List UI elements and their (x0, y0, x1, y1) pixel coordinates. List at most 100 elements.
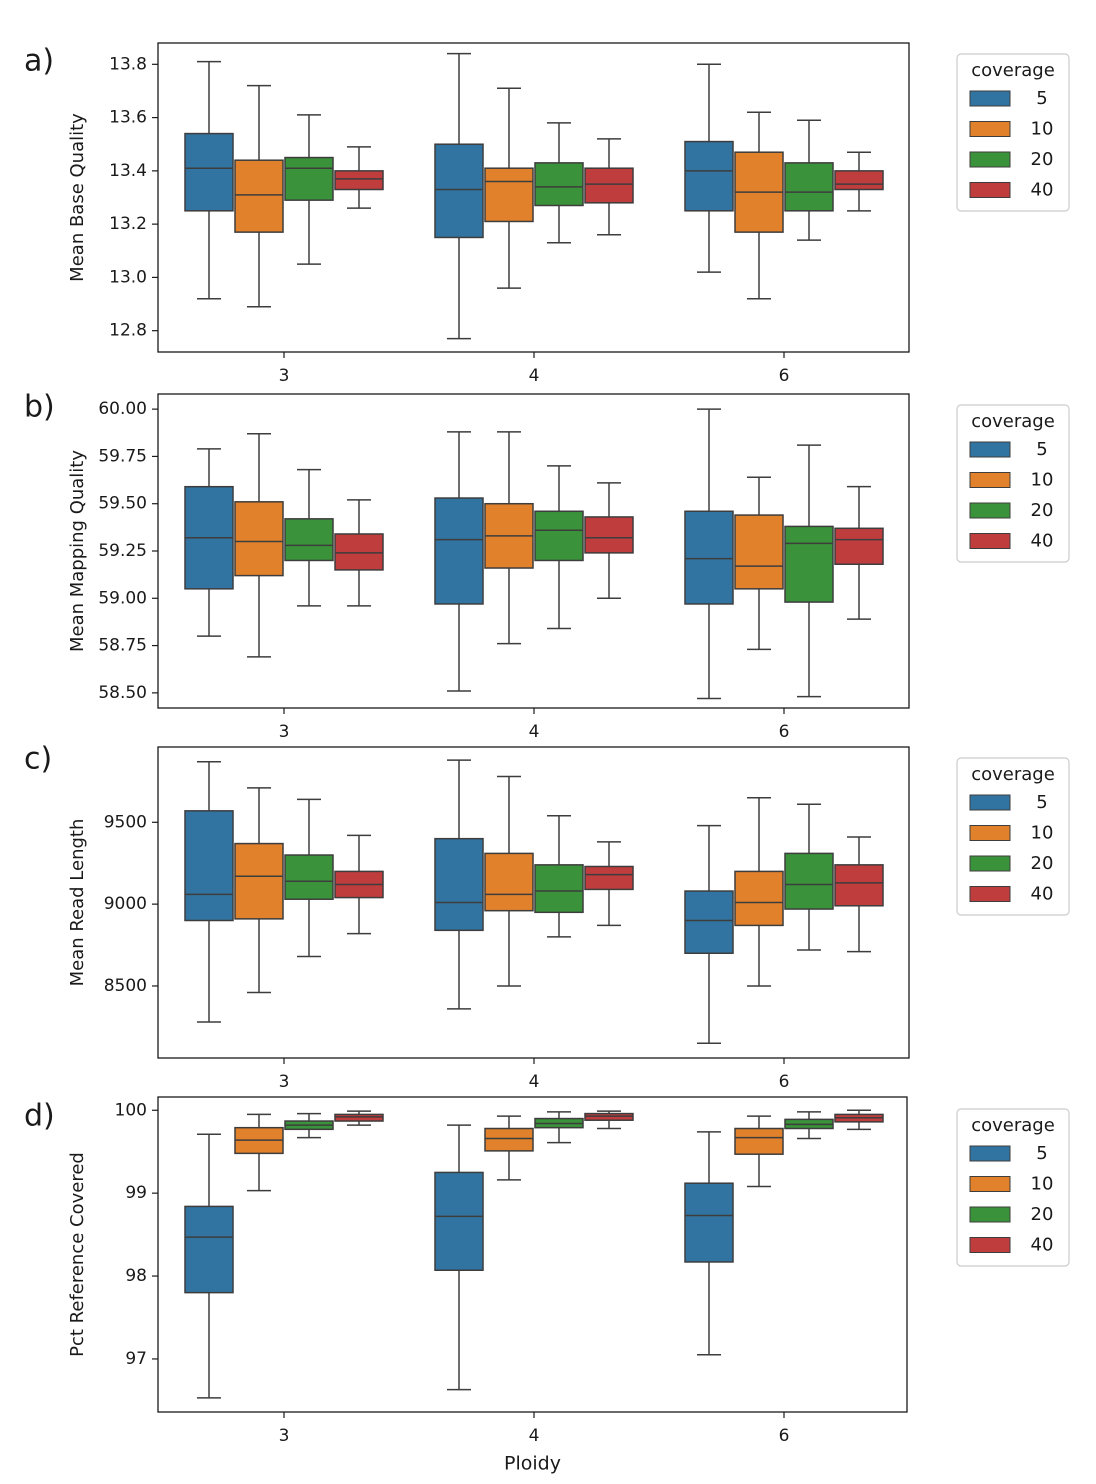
legend-swatch (969, 502, 1011, 519)
x-tick-label: 6 (779, 1426, 790, 1446)
box-10 (234, 1113, 284, 1192)
iqr-box (584, 516, 634, 554)
legend-label: 20 (1031, 149, 1054, 170)
legend-swatch (969, 886, 1011, 902)
iqr-box (334, 533, 384, 571)
iqr-box (334, 170, 384, 191)
box-10 (484, 431, 534, 645)
y-tick-label: 13.8 (109, 54, 147, 74)
box-20 (284, 468, 334, 607)
box-10 (734, 476, 784, 651)
box-5 (184, 760, 234, 1023)
panel-label: b) (24, 390, 55, 425)
x-axis-label: Ploidy (504, 1453, 561, 1475)
iqr-box (284, 518, 334, 562)
y-axis-label: Mean Mapping Quality (67, 450, 88, 652)
iqr-box (684, 890, 734, 954)
box-20 (534, 122, 584, 244)
iqr-box (684, 510, 734, 605)
iqr-box (284, 854, 334, 900)
legend-swatch (969, 151, 1011, 168)
iqr-box (534, 864, 584, 914)
box-20 (784, 803, 834, 951)
x-tick-label: 3 (279, 722, 290, 742)
box-40 (834, 485, 884, 620)
legend-swatch (969, 1176, 1011, 1192)
legend: coverage 5 10 20 40 (956, 1108, 1070, 1267)
legend: coverage 5 10 20 40 (956, 757, 1070, 916)
legend-swatch (969, 794, 1011, 811)
box-5 (434, 1124, 484, 1391)
box-10 (234, 84, 284, 308)
iqr-box (684, 1182, 734, 1263)
iqr-box (584, 1112, 634, 1121)
legend-label: 20 (1031, 500, 1054, 521)
iqr-box (484, 1127, 534, 1152)
iqr-box (334, 1113, 384, 1122)
box-20 (784, 1111, 834, 1140)
chart-panel: b) 58.50 58.75 59.00 59.25 59.50 59.75 60.00 3 4 6… (24, 390, 1070, 742)
y-tick-label: 97 (125, 1349, 147, 1369)
y-tick-label: 13.6 (109, 108, 147, 128)
iqr-box (834, 864, 884, 907)
legend-label: 10 (1031, 119, 1054, 140)
legend-swatch (969, 90, 1011, 107)
box-40 (834, 151, 884, 212)
box-20 (784, 119, 834, 241)
box-40 (584, 841, 634, 927)
legend: coverage 5 10 20 40 (956, 404, 1070, 563)
iqr-box (184, 132, 234, 212)
legend-label: 40 (1031, 531, 1054, 552)
legend-swatch (969, 533, 1011, 549)
iqr-box (834, 170, 884, 191)
x-tick-label: 6 (779, 722, 790, 742)
legend-title: coverage (971, 411, 1055, 432)
iqr-box (234, 501, 284, 577)
chart-panel: d) 97 98 99 100 3 4 6 Pct Reference Covered Ploid… (24, 1096, 1070, 1475)
box-5 (434, 431, 484, 692)
box-5 (684, 408, 734, 700)
y-tick-label: 58.75 (98, 636, 147, 656)
panel-label: a) (24, 44, 54, 79)
box-20 (534, 1111, 584, 1144)
iqr-box (184, 810, 234, 922)
x-tick-label: 6 (779, 1072, 790, 1092)
box-40 (334, 499, 384, 607)
box-5 (684, 1131, 734, 1356)
plot-frame (157, 1096, 908, 1413)
box-40 (334, 146, 384, 209)
x-tick-label: 4 (529, 1072, 540, 1092)
iqr-box (734, 514, 784, 590)
box-10 (484, 87, 534, 289)
y-tick-label: 60.00 (98, 399, 147, 419)
y-axis-label: Mean Base Quality (67, 113, 88, 282)
legend-swatch (969, 441, 1011, 458)
box-40 (584, 1110, 634, 1130)
box-40 (584, 138, 634, 236)
iqr-box (684, 140, 734, 212)
box-40 (834, 1109, 884, 1131)
iqr-box (784, 525, 834, 603)
box-10 (234, 432, 284, 658)
iqr-box (834, 527, 884, 565)
legend-swatch (969, 1237, 1011, 1253)
y-tick-label: 13.4 (109, 161, 147, 181)
legend-label: 5 (1036, 1143, 1047, 1164)
y-tick-label: 59.00 (98, 588, 147, 608)
box-10 (484, 775, 534, 987)
legend-label: 5 (1036, 439, 1047, 460)
iqr-box (434, 1171, 484, 1271)
legend-label: 10 (1031, 1174, 1054, 1195)
box-20 (784, 444, 834, 698)
box-10 (734, 796, 784, 987)
legend-label: 5 (1036, 88, 1047, 109)
y-tick-label: 98 (125, 1266, 147, 1286)
y-tick-label: 13.2 (109, 214, 147, 234)
x-tick-label: 3 (279, 1072, 290, 1092)
x-tick-label: 4 (529, 1426, 540, 1446)
legend-label: 10 (1031, 470, 1054, 491)
legend-title: coverage (971, 1115, 1055, 1136)
panel-label: d) (24, 1099, 55, 1134)
x-tick-label: 4 (529, 722, 540, 742)
y-tick-label: 9000 (104, 894, 147, 914)
